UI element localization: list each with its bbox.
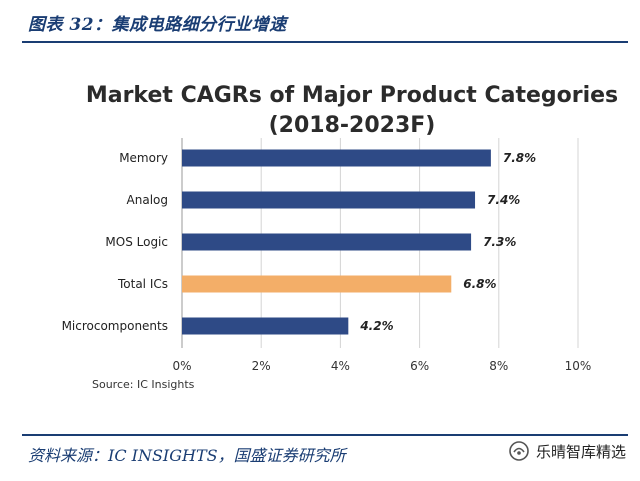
category-label: Total ICs [117, 277, 168, 291]
chart-subtitle: (2018-2023F) [269, 113, 436, 138]
chart-source-note: Source: IC Insights [92, 378, 195, 391]
category-labels: Memory Analog MOS Logic Total ICs Microcompo… [62, 151, 168, 333]
watermark: 乐晴智库精选 [508, 440, 626, 462]
bar-mos-logic [182, 233, 472, 251]
bar-microcomponents [182, 317, 349, 335]
category-label: MOS Logic [105, 235, 168, 249]
x-tick-label: 6% [410, 359, 429, 373]
x-tick-label: 8% [489, 359, 508, 373]
category-label: Memory [119, 151, 168, 165]
x-tick-label: 10% [565, 359, 592, 373]
wechat-channel-icon [509, 441, 529, 461]
watermark-text: 乐晴智库精选 [535, 442, 626, 461]
value-labels: 7.8% 7.4% 7.3% 6.8% 4.2% [359, 151, 536, 333]
x-tick-label: 4% [331, 359, 350, 373]
value-label: 7.8% [503, 151, 536, 165]
value-label: 7.3% [483, 235, 516, 249]
value-label: 4.2% [359, 319, 393, 333]
top-divider [22, 41, 628, 43]
cagr-bar-chart: Market CAGRs of Major Product Categories… [62, 83, 619, 391]
x-tick-label: 0% [172, 359, 191, 373]
chart-frame: Market CAGRs of Major Product Categories… [22, 52, 628, 428]
bar-total-ics [182, 275, 452, 293]
x-axis-ticks: 0% 2% 4% 6% 8% 10% [172, 359, 591, 373]
category-label: Analog [127, 193, 168, 207]
x-tick-label: 2% [252, 359, 271, 373]
bars [182, 149, 491, 335]
bar-analog [182, 191, 476, 209]
bar-memory [182, 149, 491, 167]
value-label: 7.4% [487, 193, 520, 207]
category-label: Microcomponents [62, 319, 168, 333]
figure-caption: 图表 32：集成电路细分行业增速 [28, 15, 287, 35]
value-label: 6.8% [463, 277, 496, 291]
source-note: 资料来源：IC INSIGHTS，国盛证券研究所 [28, 446, 346, 465]
bottom-divider [22, 434, 628, 436]
chart-title: Market CAGRs of Major Product Categories [86, 83, 618, 108]
